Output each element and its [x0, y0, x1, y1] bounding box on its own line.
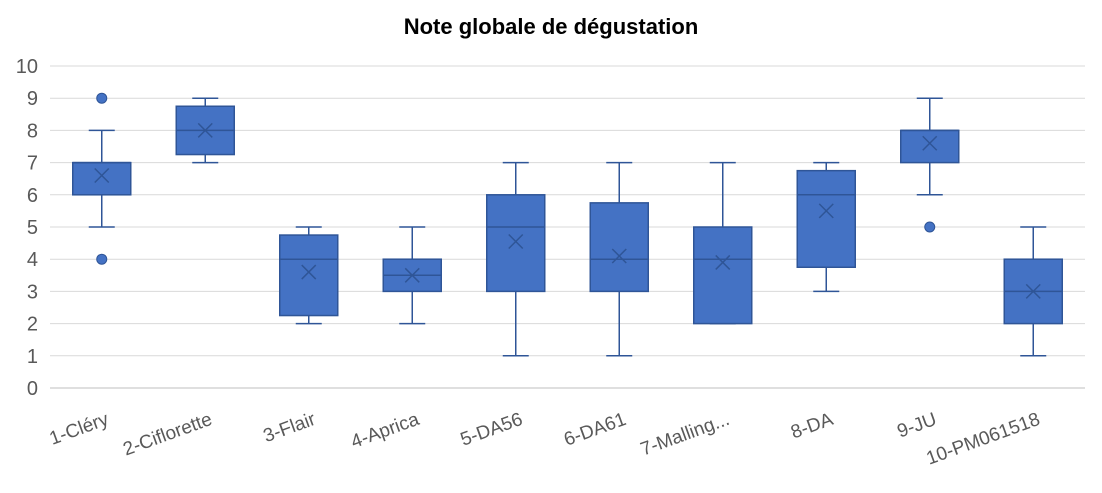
y-tick-label: 8	[27, 120, 38, 142]
mean-marker	[197, 122, 213, 138]
y-tick-label: 10	[16, 56, 38, 78]
box	[72, 161, 132, 196]
box	[486, 194, 546, 293]
box	[693, 226, 753, 325]
mean-marker	[94, 167, 110, 184]
chart-title: Note globale de dégustation	[403, 14, 699, 39]
y-tick-label: 9	[27, 88, 38, 110]
mean-marker	[715, 254, 731, 270]
mean-marker	[508, 233, 524, 250]
mean-marker	[1025, 283, 1041, 299]
mean-marker	[818, 203, 834, 219]
x-tick-label: 3-Flair	[261, 409, 319, 447]
box	[589, 202, 649, 293]
x-tick-label: 10-PM061518	[924, 409, 1043, 470]
y-tick-label: 6	[27, 185, 38, 207]
outlier-point	[96, 92, 108, 104]
x-tick-label: 7-Malling...	[638, 409, 733, 461]
x-tick-label: 6-DA61	[561, 409, 629, 451]
outlier-point	[924, 221, 936, 233]
box	[279, 234, 339, 317]
y-tick-label: 4	[27, 249, 38, 271]
mean-marker	[611, 248, 627, 264]
outlier-point	[96, 253, 108, 265]
y-tick-label: 2	[27, 314, 38, 336]
y-tick-label: 5	[27, 217, 38, 239]
y-tick-label: 7	[27, 153, 38, 175]
x-tick-label: 4-Aprica	[348, 409, 422, 453]
x-tick-label: 8-DA	[788, 409, 836, 444]
mean-marker	[301, 264, 317, 280]
y-tick-label: 3	[27, 281, 38, 303]
box	[900, 129, 960, 164]
y-tick-label: 1	[27, 346, 38, 368]
x-tick-label: 2-Ciflorette	[120, 409, 215, 461]
mean-marker	[404, 267, 420, 283]
box	[796, 169, 856, 268]
y-tick-label: 0	[27, 378, 38, 400]
x-tick-label: 5-DA56	[458, 409, 526, 451]
x-tick-label: 1-Cléry	[47, 409, 112, 450]
x-tick-label: 9-JU	[895, 409, 940, 442]
mean-marker	[922, 135, 938, 151]
